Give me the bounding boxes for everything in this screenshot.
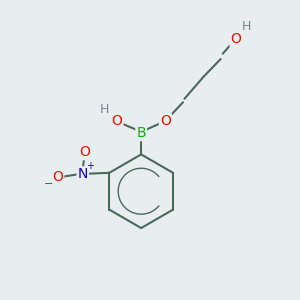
- Text: +: +: [86, 161, 94, 171]
- Text: B: B: [136, 126, 146, 140]
- Text: O: O: [79, 145, 90, 159]
- Text: O: O: [52, 169, 63, 184]
- Text: H: H: [100, 103, 109, 116]
- Text: −: −: [44, 179, 54, 189]
- Text: H: H: [242, 20, 251, 33]
- Text: N: N: [78, 167, 88, 181]
- Text: O: O: [112, 114, 122, 128]
- Text: O: O: [160, 114, 171, 128]
- Text: O: O: [230, 32, 242, 46]
